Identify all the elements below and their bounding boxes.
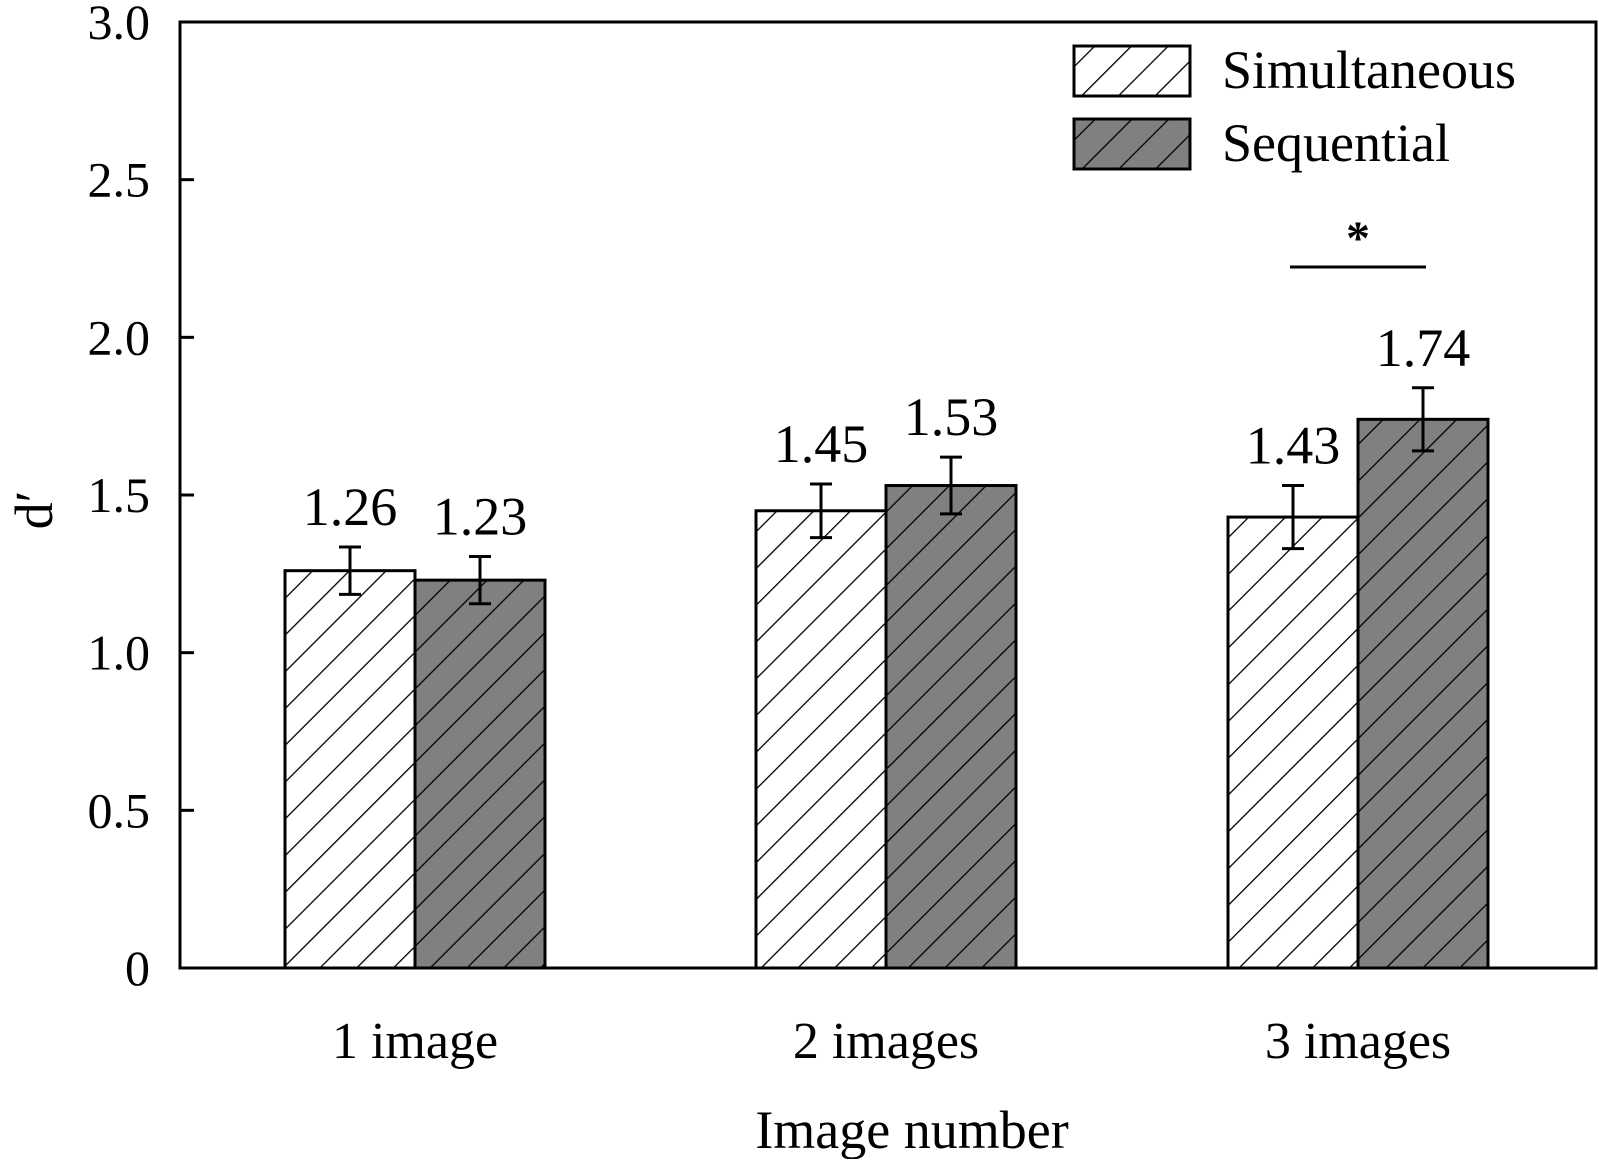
y-tick-label: 0.5 xyxy=(88,782,151,838)
y-tick-label: 1.5 xyxy=(88,467,151,523)
significance-marker: * xyxy=(1346,212,1370,265)
value-label-sequential-1: 1.23 xyxy=(433,486,528,546)
bar-sequential-1 xyxy=(413,578,547,970)
legend-label-sequential: Sequential xyxy=(1222,113,1450,173)
x-axis-title: Image number xyxy=(755,1100,1068,1159)
y-tick-label: 2.0 xyxy=(88,309,151,365)
x-category-label: 3 images xyxy=(1265,1013,1451,1070)
bar-simultaneous-2 xyxy=(754,509,888,970)
bar-sequential-2 xyxy=(884,484,1018,970)
y-axis-title: d′ xyxy=(4,491,64,530)
legend-swatch-sequential xyxy=(1072,117,1192,171)
value-label-simultaneous-1: 1.26 xyxy=(303,477,398,537)
value-label-simultaneous-3: 1.43 xyxy=(1246,416,1341,476)
y-tick-label: 3.0 xyxy=(88,0,151,50)
bar-simultaneous-1 xyxy=(283,569,417,970)
bar-sequential-3 xyxy=(1356,417,1490,970)
value-label-sequential-3: 1.74 xyxy=(1376,318,1471,378)
x-category-label: 2 images xyxy=(793,1013,979,1070)
y-tick-label: 2.5 xyxy=(88,152,151,208)
y-tick-label: 1.0 xyxy=(88,625,151,681)
legend-label-simultaneous: Simultaneous xyxy=(1222,40,1516,100)
legend-swatch-simultaneous xyxy=(1072,44,1192,98)
x-category-label: 1 image xyxy=(332,1013,498,1070)
value-label-simultaneous-2: 1.45 xyxy=(774,414,869,474)
bar-simultaneous-3 xyxy=(1226,515,1360,970)
value-label-sequential-2: 1.53 xyxy=(904,387,999,447)
y-tick-label: 0 xyxy=(125,940,150,996)
